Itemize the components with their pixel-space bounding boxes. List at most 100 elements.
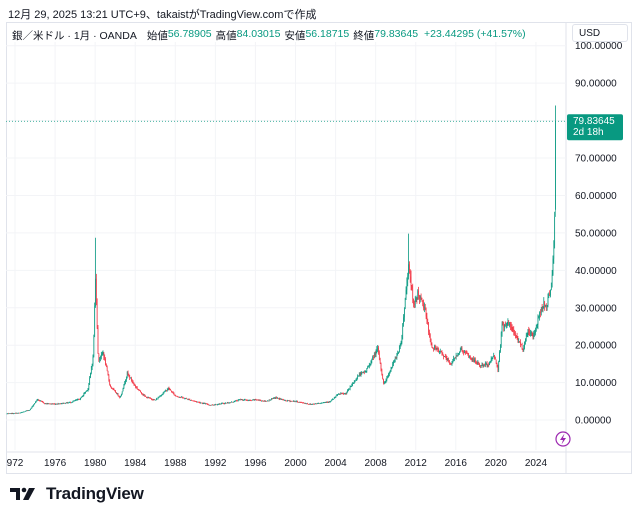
candle-body: [545, 305, 547, 307]
candle-body: [507, 321, 509, 324]
candle-body: [252, 399, 254, 401]
candle-body: [471, 358, 473, 360]
candle-body: [197, 401, 198, 403]
grid: [6, 22, 632, 474]
candle-body: [129, 375, 131, 379]
candle-body: [11, 413, 13, 414]
candle-body: [268, 399, 270, 401]
candle-body: [314, 403, 316, 405]
candle-body: [127, 372, 129, 375]
candle-body: [543, 301, 545, 307]
candle-body: [470, 357, 472, 359]
candle-body: [287, 400, 288, 402]
candle-body: [359, 373, 361, 376]
candle-body: [169, 389, 171, 391]
candle-body: [62, 402, 64, 404]
candle-body: [527, 329, 529, 335]
candle-body: [31, 406, 33, 408]
candle-body: [539, 312, 540, 318]
candle-body: [515, 333, 516, 336]
candle-body: [157, 397, 159, 399]
candle-body: [500, 344, 501, 352]
candle-body: [260, 400, 262, 402]
candle-body: [262, 400, 264, 402]
candle-body: [278, 398, 280, 400]
candle-body: [321, 402, 323, 404]
x-tick-label: 2012: [405, 458, 428, 469]
candle-body: [61, 402, 63, 404]
candle-body: [531, 331, 533, 336]
candle-body: [540, 307, 542, 313]
candle-body: [147, 397, 149, 399]
candle-body: [208, 404, 210, 406]
candle-body: [505, 325, 506, 327]
candle-body: [402, 323, 404, 336]
candle-body: [121, 391, 123, 394]
candle-body: [389, 373, 390, 375]
candle-body: [362, 372, 363, 374]
candle-body: [401, 335, 403, 343]
candle-body: [146, 397, 148, 399]
candle-body: [517, 337, 519, 342]
candle-body: [217, 404, 218, 406]
candle-body: [510, 326, 512, 328]
candle-body: [180, 397, 181, 398]
candle-body: [248, 400, 250, 402]
x-tick-label: 972: [7, 458, 24, 469]
candle-body: [271, 398, 272, 400]
y-tick-label: 90.00000: [575, 79, 617, 90]
candle-body: [160, 395, 161, 397]
candle-body: [396, 354, 398, 359]
candle-body: [211, 404, 212, 406]
candle-body: [91, 368, 92, 373]
candle-body: [103, 352, 105, 358]
candle-body: [403, 317, 404, 324]
candle-body: [365, 371, 367, 372]
candle-body: [13, 413, 14, 415]
candle-body: [476, 362, 478, 364]
candle-body: [123, 384, 125, 389]
candle-body: [373, 356, 374, 358]
candle-body: [75, 399, 77, 401]
candle-body: [504, 325, 505, 328]
tradingview-logo-icon: [10, 487, 35, 500]
candle-body: [212, 404, 214, 406]
candle-body: [346, 392, 348, 395]
candle-body: [433, 348, 434, 350]
candle-body: [254, 399, 256, 400]
candle-body: [187, 399, 189, 400]
x-tick-label: 1980: [84, 458, 107, 469]
candle-body: [513, 329, 515, 333]
symbol-label[interactable]: 銀／米ドル · 1月 · OANDA: [12, 30, 137, 42]
candle-body: [521, 344, 523, 349]
candle-body: [536, 325, 538, 326]
candle-body: [21, 412, 23, 413]
candle-body: [448, 359, 449, 362]
candle-body: [164, 390, 166, 392]
candle-body: [191, 400, 192, 401]
lightning-icon[interactable]: [555, 431, 571, 447]
candle-body: [126, 372, 128, 377]
currency-button[interactable]: USD: [572, 24, 628, 42]
candle-body: [112, 388, 114, 390]
candle-body: [395, 357, 397, 359]
candle-body: [533, 333, 535, 337]
candle-body: [126, 376, 127, 381]
candle-body: [259, 399, 261, 401]
candle-body: [34, 403, 35, 405]
candle-body: [128, 374, 130, 376]
y-tick-label: 20.00000: [575, 341, 617, 352]
candle-body: [318, 403, 320, 405]
candle-body: [345, 393, 347, 395]
candle-body: [203, 403, 205, 404]
candle-body: [515, 335, 517, 337]
candle-body: [84, 393, 85, 394]
footer-brand[interactable]: TradingView: [10, 484, 144, 504]
candle-body: [404, 308, 405, 318]
candle-body: [372, 356, 373, 359]
candle-body: [116, 393, 118, 395]
candle-body: [455, 357, 456, 359]
candle-body: [392, 363, 393, 368]
candle-body: [274, 397, 276, 399]
